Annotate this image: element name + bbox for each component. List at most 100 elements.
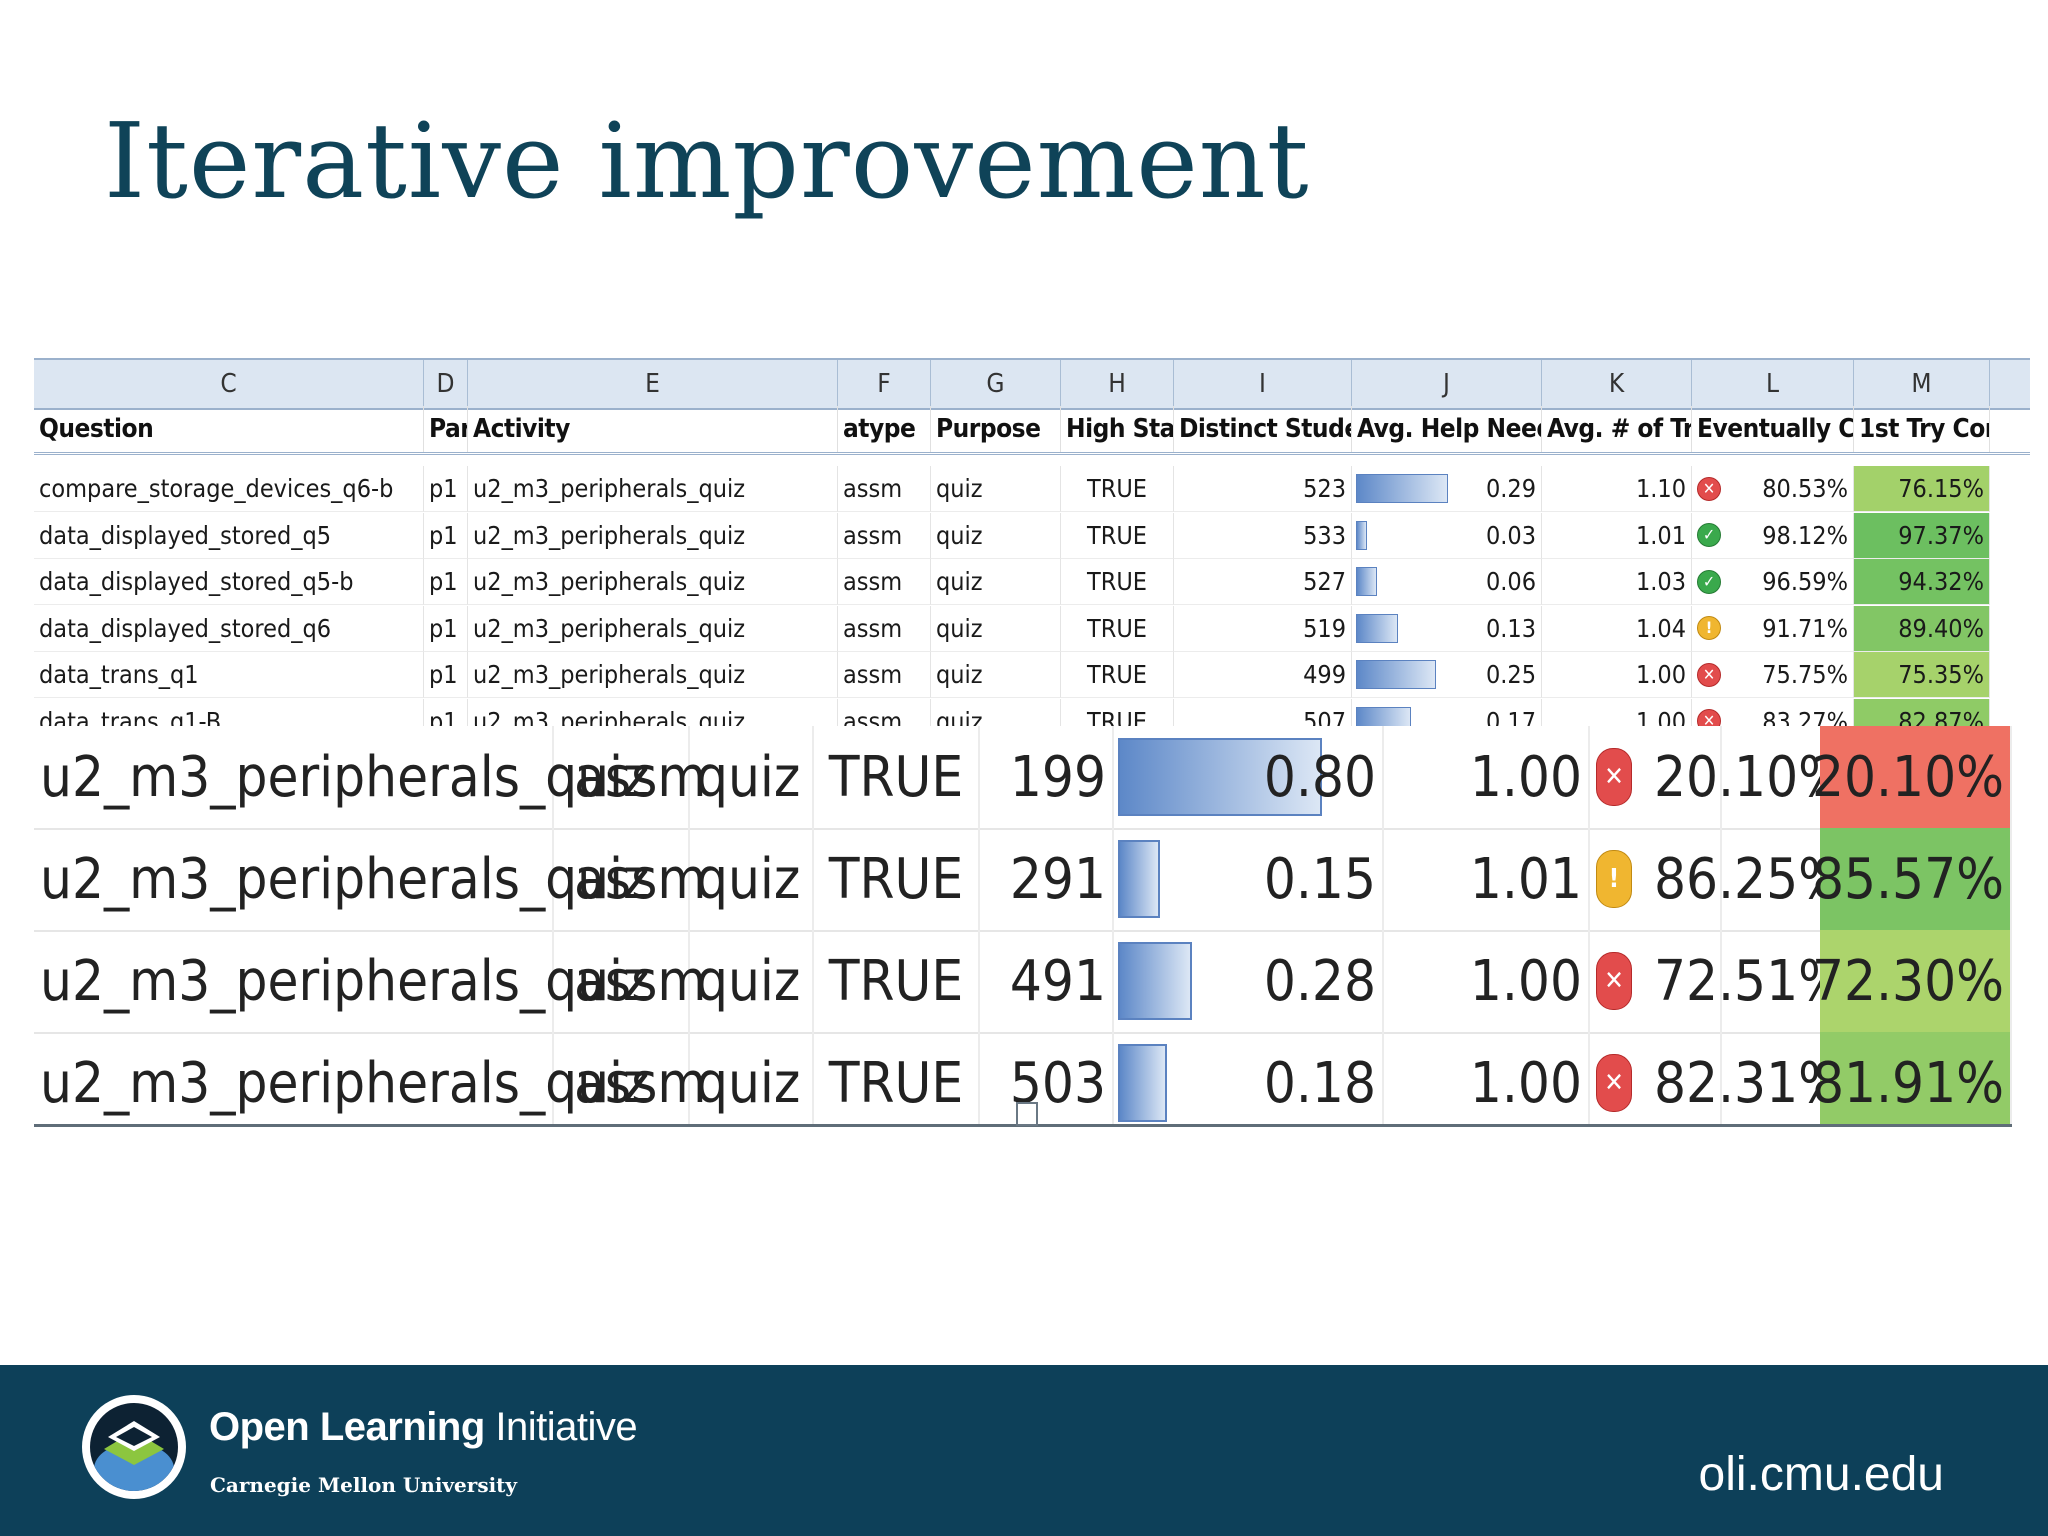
help-needed-cell[interactable]: 0.29 [1352, 466, 1542, 512]
first-try-correct-cell[interactable]: 82.87% [1854, 698, 1990, 726]
distinct-students-cell[interactable]: 499 [1174, 652, 1352, 698]
zoom-tries-cell[interactable]: 1.00 [1384, 1032, 1590, 1124]
zoom-atype-cell[interactable]: assm [554, 930, 706, 1032]
activity-cell[interactable]: u2_m3_peripherals_quiz [468, 559, 838, 605]
zoom-purpose-cell[interactable]: quiz [690, 1032, 814, 1124]
purpose-cell[interactable]: quiz [931, 559, 1061, 605]
high-stakes-cell[interactable]: TRUE [1061, 652, 1174, 698]
zoom-students-cell[interactable]: 503 [980, 1032, 1114, 1124]
column-letter-g[interactable]: G [931, 360, 1061, 408]
high-stakes-cell[interactable]: TRUE [1061, 698, 1174, 726]
zoom-atype-cell[interactable]: assm [554, 726, 706, 828]
atype-cell[interactable]: assm [838, 466, 931, 512]
zoom-activity-cell[interactable]: u2_m3_peripherals_quiz [34, 1032, 650, 1124]
atype-cell[interactable]: assm [838, 559, 931, 605]
zoom-students-cell[interactable]: 491 [980, 930, 1114, 1032]
distinct-students-cell[interactable]: 507 [1174, 698, 1352, 726]
column-letter-j[interactable]: J [1352, 360, 1542, 408]
column-letter-e[interactable]: E [468, 360, 838, 408]
help-needed-cell[interactable]: 0.17 [1352, 698, 1542, 726]
activity-cell[interactable]: u2_m3_peripherals_quiz [468, 512, 838, 559]
field-header[interactable]: Avg. # of Tries [1542, 406, 1692, 452]
help-needed-cell[interactable]: 0.13 [1352, 605, 1542, 652]
eventually-correct-cell[interactable]: ✕ 75.75% [1692, 652, 1854, 698]
column-letter-d[interactable]: D [424, 360, 468, 408]
zoom-purpose-cell[interactable]: quiz [690, 828, 814, 930]
column-letter-c[interactable]: C [34, 360, 424, 408]
distinct-students-cell[interactable]: 527 [1174, 559, 1352, 605]
first-try-correct-cell[interactable]: 97.37% [1854, 512, 1990, 559]
zoom-students-cell[interactable]: 199 [980, 726, 1114, 828]
atype-cell[interactable]: assm [838, 512, 931, 559]
eventually-correct-cell[interactable]: ✕ 80.53% [1692, 466, 1854, 512]
zoom-first-try-cell[interactable]: 72.30% [1812, 930, 2012, 1032]
table-row[interactable]: data_displayed_stored_q5-b p1 u2_m3_periph… [34, 559, 2030, 605]
distinct-students-cell[interactable]: 523 [1174, 466, 1352, 512]
zoom-eventually-cell[interactable]: 20.10% [1604, 726, 1854, 828]
zoomed-table-row[interactable]: u2_m3_peripherals_quiz assm quiz TRUE 199 0.8… [34, 726, 2012, 830]
purpose-cell[interactable]: quiz [931, 698, 1061, 726]
zoom-purpose-cell[interactable]: quiz [690, 930, 814, 1032]
field-header[interactable]: Question [34, 406, 424, 452]
table-row[interactable]: data_trans_q1-B p1 u2_m3_peripherals_quiz a… [34, 698, 2030, 726]
table-row[interactable]: data_displayed_stored_q5 p1 u2_m3_peripher… [34, 512, 2030, 559]
field-header[interactable]: Distinct Students [1174, 406, 1352, 452]
part-cell[interactable]: p1 [424, 652, 468, 698]
zoom-tries-cell[interactable]: 1.00 [1384, 726, 1590, 828]
table-row[interactable]: compare_storage_devices_q6-b p1 u2_m3_peri… [34, 466, 2030, 512]
field-header[interactable]: atype [838, 406, 931, 452]
eventually-correct-cell[interactable]: ✓ 96.59% [1692, 559, 1854, 605]
activity-cell[interactable]: u2_m3_peripherals_quiz [468, 605, 838, 652]
field-header[interactable]: Part [424, 406, 468, 452]
zoom-purpose-cell[interactable]: quiz [690, 726, 814, 828]
first-try-correct-cell[interactable]: 89.40% [1854, 605, 1990, 652]
activity-cell[interactable]: u2_m3_peripherals_quiz [468, 466, 838, 512]
first-try-correct-cell[interactable]: 76.15% [1854, 466, 1990, 512]
column-letter-h[interactable]: H [1061, 360, 1174, 408]
purpose-cell[interactable]: quiz [931, 466, 1061, 512]
help-needed-cell[interactable]: 0.03 [1352, 512, 1542, 559]
zoom-atype-cell[interactable]: assm [554, 1032, 706, 1124]
zoom-help-cell[interactable]: 0.18 [1114, 1032, 1384, 1124]
zoom-tries-cell[interactable]: 1.00 [1384, 930, 1590, 1032]
resize-handle[interactable] [1016, 1102, 1038, 1126]
zoom-first-try-cell[interactable]: 81.91% [1812, 1032, 2012, 1124]
purpose-cell[interactable]: quiz [931, 512, 1061, 559]
part-cell[interactable]: p1 [424, 466, 468, 512]
zoom-activity-cell[interactable]: u2_m3_peripherals_quiz [34, 726, 650, 828]
help-needed-cell[interactable]: 0.06 [1352, 559, 1542, 605]
column-letter-l[interactable]: L [1692, 360, 1854, 408]
column-letter-k[interactable]: K [1542, 360, 1692, 408]
field-header[interactable]: Eventually Correc [1692, 406, 1854, 452]
zoom-first-try-cell[interactable]: 20.10% [1812, 726, 2012, 828]
purpose-cell[interactable]: quiz [931, 605, 1061, 652]
tries-cell[interactable]: 1.00 [1542, 652, 1692, 698]
question-cell[interactable]: data_trans_q1-B [34, 698, 424, 726]
question-cell[interactable]: data_displayed_stored_q5 [34, 512, 424, 559]
field-header[interactable]: Purpose [931, 406, 1061, 452]
part-cell[interactable]: p1 [424, 605, 468, 652]
atype-cell[interactable]: assm [838, 652, 931, 698]
field-header[interactable]: Avg. Help Needed [1352, 406, 1542, 452]
atype-cell[interactable]: assm [838, 605, 931, 652]
question-cell[interactable]: compare_storage_devices_q6-b [34, 466, 424, 512]
field-header[interactable]: High Stakes [1061, 406, 1174, 452]
column-letter-m[interactable]: M [1854, 360, 1990, 408]
purpose-cell[interactable]: quiz [931, 652, 1061, 698]
zoom-high-stakes-cell[interactable]: TRUE [814, 726, 980, 828]
zoom-tries-cell[interactable]: 1.01 [1384, 828, 1590, 930]
high-stakes-cell[interactable]: TRUE [1061, 559, 1174, 605]
help-needed-cell[interactable]: 0.25 [1352, 652, 1542, 698]
zoom-first-try-cell[interactable]: 85.57% [1812, 828, 2012, 930]
field-header[interactable]: 1st Try Correct [1854, 406, 1990, 452]
part-cell[interactable]: p1 [424, 559, 468, 605]
field-header[interactable]: Activity [468, 406, 838, 452]
activity-cell[interactable]: u2_m3_peripherals_quiz [468, 652, 838, 698]
high-stakes-cell[interactable]: TRUE [1061, 512, 1174, 559]
table-row[interactable]: data_trans_q1 p1 u2_m3_peripherals_quiz ass… [34, 652, 2030, 698]
part-cell[interactable]: p1 [424, 512, 468, 559]
zoom-eventually-cell[interactable]: 86.25% [1604, 828, 1854, 930]
question-cell[interactable]: data_trans_q1 [34, 652, 424, 698]
zoom-activity-cell[interactable]: u2_m3_peripherals_quiz [34, 828, 650, 930]
atype-cell[interactable]: assm [838, 698, 931, 726]
